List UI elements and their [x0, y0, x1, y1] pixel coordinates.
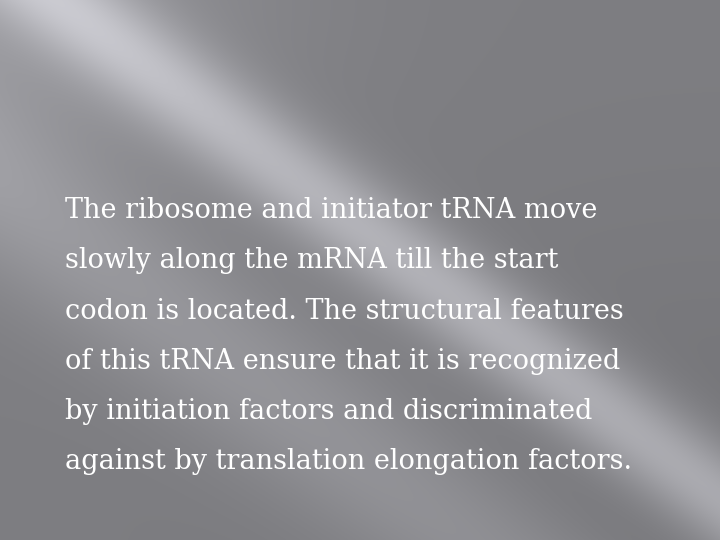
Text: The ribosome and initiator tRNA move: The ribosome and initiator tRNA move — [65, 197, 597, 224]
Text: against by translation elongation factors.: against by translation elongation factor… — [65, 448, 632, 475]
Text: of this tRNA ensure that it is recognized: of this tRNA ensure that it is recognize… — [65, 348, 620, 375]
Text: codon is located. The structural features: codon is located. The structural feature… — [65, 298, 624, 325]
Text: by initiation factors and discriminated: by initiation factors and discriminated — [65, 398, 592, 425]
Text: slowly along the mRNA till the start: slowly along the mRNA till the start — [65, 247, 558, 274]
